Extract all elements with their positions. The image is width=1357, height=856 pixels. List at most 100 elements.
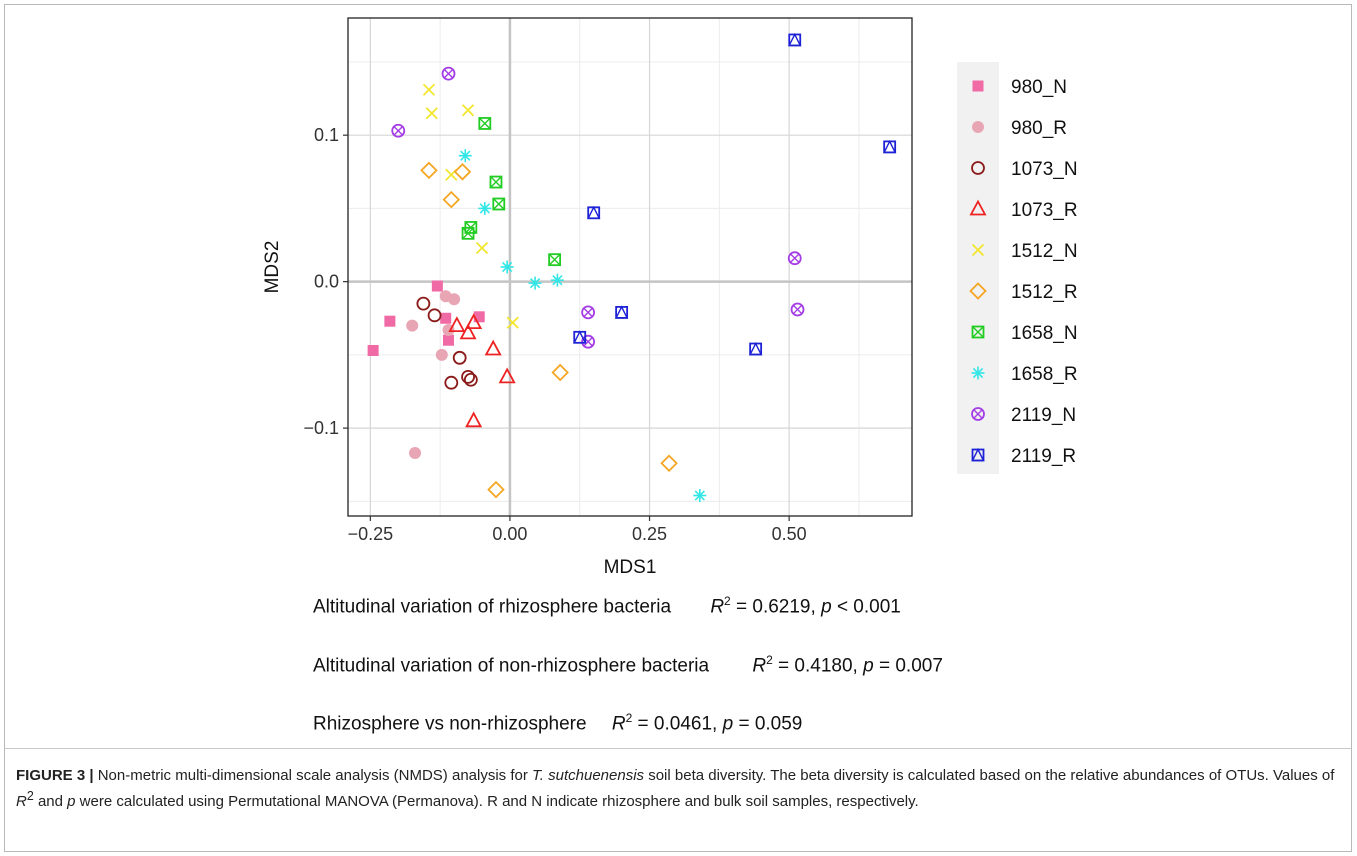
legend-item-1073_N: 1073_N bbox=[971, 159, 1078, 180]
x-axis-label: MDS1 bbox=[604, 557, 657, 578]
point-1658_N bbox=[461, 226, 475, 240]
series-1512_N bbox=[422, 83, 519, 329]
point-980_R bbox=[406, 319, 419, 332]
point-980_N bbox=[367, 344, 379, 356]
point-1073_R bbox=[459, 323, 477, 340]
legend-item-1512_N: 1512_N bbox=[971, 241, 1078, 262]
legend-label: 1512_N bbox=[1011, 241, 1078, 262]
series-1658_R bbox=[458, 149, 707, 502]
stat-label: Altitudinal variation of rhizosphere bac… bbox=[313, 596, 672, 618]
series-2119_R bbox=[573, 32, 897, 356]
point-1073_N bbox=[416, 296, 431, 311]
point-1658_R bbox=[500, 260, 514, 274]
legend-item-1512_R: 1512_R bbox=[969, 282, 1078, 303]
stat-r2: 0.6219 bbox=[752, 596, 811, 618]
x-tick-label: 0.00 bbox=[492, 524, 527, 544]
legend-label: 980_R bbox=[1011, 118, 1067, 139]
series-1073_N bbox=[416, 296, 478, 390]
y-tick-label: −0.1 bbox=[303, 418, 339, 438]
point-2119_N bbox=[581, 305, 596, 320]
point-1512_N bbox=[461, 104, 475, 117]
series-1073_R bbox=[448, 313, 516, 428]
point-980_N bbox=[440, 312, 452, 324]
nmds-scatter-plot: −0.25 0.00 0.25 0.50 −0.1 0.0 0.1 MDS1 MDS2 980_N… bbox=[262, 17, 1078, 578]
point-2119_N bbox=[391, 123, 406, 138]
stat-line-non-rhizosphere: Altitudinal variation of non-rhizosphere… bbox=[313, 653, 943, 677]
point-980_R bbox=[435, 348, 448, 361]
plot-border bbox=[347, 17, 913, 517]
point-2119_R bbox=[587, 205, 601, 220]
legend-key-980_R bbox=[972, 121, 984, 133]
point-2119_R bbox=[573, 330, 587, 344]
point-1658_N bbox=[492, 197, 506, 211]
legend-label: 1658_N bbox=[1011, 323, 1078, 344]
point-2119_R bbox=[614, 305, 629, 319]
legend-key-2119_N bbox=[971, 407, 985, 421]
y-tick-label: 0.1 bbox=[314, 125, 339, 145]
legend-key-1512_R bbox=[969, 282, 987, 300]
y-tick-label: 0.0 bbox=[314, 272, 339, 292]
legend-key-1658_N bbox=[971, 325, 985, 339]
point-1073_N bbox=[461, 369, 475, 384]
figure-caption: FIGURE 3 | Non-metric multi-dimensional … bbox=[16, 767, 1335, 810]
point-1658_R bbox=[550, 273, 564, 287]
point-1512_R bbox=[442, 190, 461, 209]
point-1512_N bbox=[425, 107, 438, 120]
legend-item-1658_N: 1658_N bbox=[971, 323, 1078, 344]
point-1512_N bbox=[506, 316, 519, 329]
legend-item-980_N: 980_N bbox=[972, 77, 1067, 98]
point-1658_R bbox=[478, 201, 492, 215]
figure-frame bbox=[4, 4, 1352, 852]
point-1658_R bbox=[458, 149, 472, 163]
legend-key-1512_N bbox=[971, 243, 985, 257]
stat-r2: 0.4180 bbox=[794, 655, 853, 677]
point-1073_R bbox=[465, 313, 483, 330]
legend-label: 2119_N bbox=[1011, 405, 1076, 426]
point-1073_R bbox=[484, 339, 502, 356]
stat-label: Altitudinal variation of non-rhizosphere… bbox=[313, 655, 710, 677]
series-980_N bbox=[367, 280, 485, 356]
legend-label: 1658_R bbox=[1011, 364, 1078, 385]
legend-key-1073_N bbox=[971, 161, 985, 175]
point-1073_N bbox=[444, 375, 459, 390]
point-1658_R bbox=[528, 276, 542, 290]
point-1658_N bbox=[548, 253, 562, 267]
legend-item-2119_R: 2119_R bbox=[971, 446, 1076, 467]
x-tick-label: 0.50 bbox=[772, 524, 807, 544]
point-1512_R bbox=[551, 363, 569, 382]
x-tick-label: −0.25 bbox=[348, 524, 394, 544]
y-axis-label: MDS2 bbox=[262, 241, 283, 294]
series-2119_N bbox=[391, 66, 805, 349]
point-2119_N bbox=[790, 302, 805, 317]
legend-label: 1073_N bbox=[1011, 159, 1078, 180]
legend-key-1658_R bbox=[971, 366, 985, 380]
stat-p: < 0.001 bbox=[836, 596, 901, 618]
point-2119_N bbox=[441, 66, 456, 81]
point-1512_R bbox=[453, 163, 472, 181]
point-1073_R bbox=[465, 411, 483, 428]
point-980_N bbox=[384, 315, 396, 327]
stat-line-rhizo-vs-non: Rhizosphere vs non-rhizosphere R2 = 0.04… bbox=[313, 711, 803, 735]
point-1512_R bbox=[660, 454, 678, 473]
legend: 980_N 980_R 1073_N 1073_R 1512_N 1512_R 1658_N… bbox=[957, 62, 1078, 474]
legend-key-980_N bbox=[972, 80, 984, 92]
x-tick-label: 0.25 bbox=[632, 524, 667, 544]
point-1073_R bbox=[448, 316, 466, 332]
stat-p: = 0.059 bbox=[738, 713, 803, 735]
point-1658_N bbox=[478, 117, 492, 130]
point-980_R bbox=[448, 293, 461, 306]
legend-label: 2119_R bbox=[1011, 446, 1076, 467]
series-980_R bbox=[406, 290, 461, 460]
point-980_R bbox=[409, 447, 422, 460]
series-1658_N bbox=[461, 117, 562, 267]
legend-label: 980_N bbox=[1011, 77, 1067, 98]
point-980_N bbox=[443, 334, 455, 346]
stat-line-rhizosphere: Altitudinal variation of rhizosphere bac… bbox=[313, 594, 901, 618]
point-1073_N bbox=[463, 372, 478, 387]
point-1512_R bbox=[420, 161, 438, 180]
point-2119_R bbox=[788, 32, 802, 47]
point-980_N bbox=[473, 311, 485, 323]
stat-p: = 0.007 bbox=[878, 655, 943, 677]
point-1512_R bbox=[487, 480, 505, 499]
data-points bbox=[367, 32, 897, 502]
